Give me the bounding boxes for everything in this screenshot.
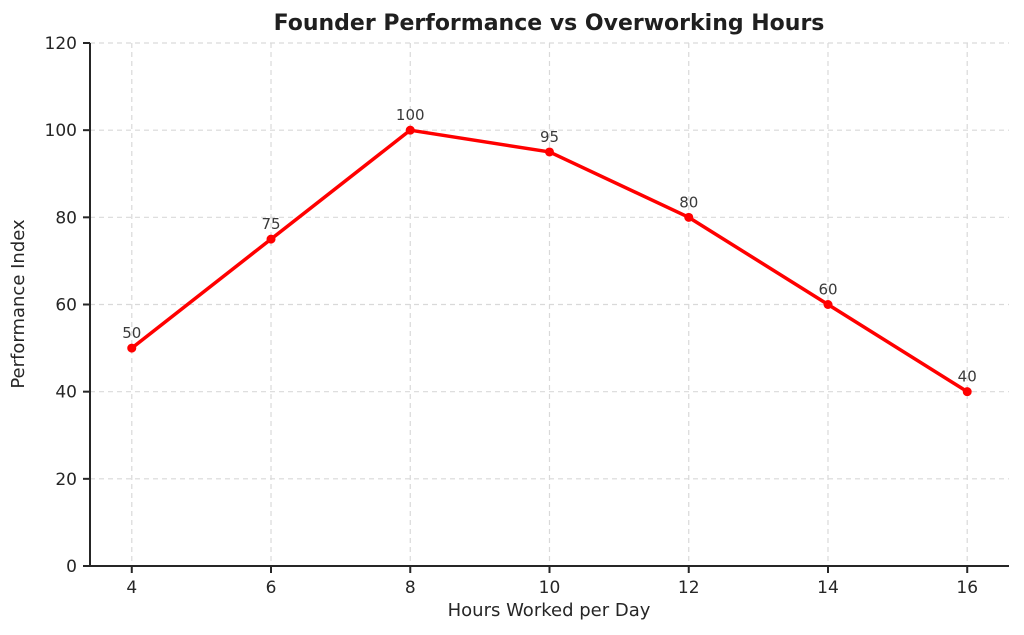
point-labels: 50 75 100 95 80 60 40 [122, 106, 977, 386]
axes: 4 6 8 10 12 14 16 0 20 40 60 80 100 120 [45, 34, 1009, 598]
x-tick-label: 14 [817, 578, 839, 598]
data-point-marker [684, 212, 694, 222]
data-point-label: 60 [818, 281, 837, 299]
data-point-marker [962, 387, 972, 397]
x-tick-label: 12 [678, 578, 700, 598]
data-point-label: 40 [958, 368, 977, 386]
y-tick-label: 40 [55, 383, 77, 403]
data-point-label: 95 [540, 128, 559, 146]
data-point-marker [823, 300, 833, 309]
y-tick-label: 100 [45, 121, 77, 141]
line-series [127, 125, 972, 397]
x-tick-label: 8 [405, 578, 416, 598]
data-point-marker [127, 343, 137, 353]
y-tick-label: 60 [55, 296, 77, 316]
y-axis-label: Performance Index [8, 219, 29, 389]
x-tick-label: 6 [266, 578, 277, 598]
y-tick-label: 20 [55, 470, 77, 490]
y-tick-label: 0 [66, 557, 77, 577]
x-tick-label: 16 [956, 578, 978, 598]
data-point-marker [266, 234, 276, 244]
x-tick-label: 10 [539, 578, 561, 598]
data-point-label: 80 [679, 193, 698, 211]
x-axis-label: Hours Worked per Day [448, 600, 651, 621]
data-point-marker [405, 125, 415, 135]
x-tick-label: 4 [126, 578, 137, 598]
data-point-label: 75 [261, 215, 280, 233]
chart-title: Founder Performance vs Overworking Hours [274, 11, 825, 36]
data-point-label: 100 [396, 106, 425, 124]
y-tick-label: 80 [55, 208, 77, 228]
grid-lines [90, 42, 1009, 567]
y-tick-label: 120 [45, 34, 77, 54]
data-point-marker [545, 147, 554, 157]
data-point-label: 50 [122, 324, 141, 342]
